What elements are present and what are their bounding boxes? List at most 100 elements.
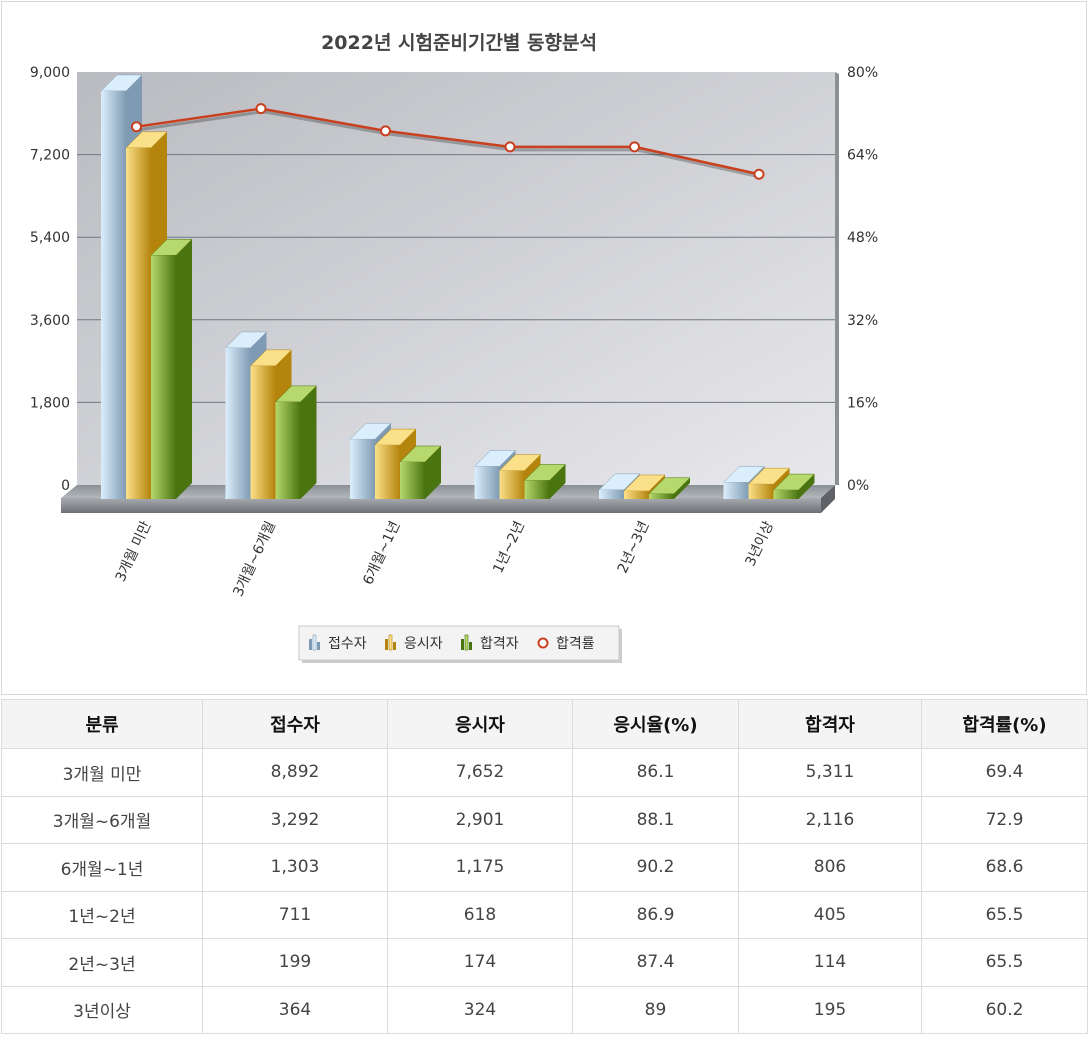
passers-bar (523, 464, 567, 499)
header-passers: 합격자 (738, 699, 922, 749)
y-left-tick-label: 7,200 (30, 148, 70, 164)
table-cell: 8,892 (202, 748, 388, 797)
x-tick-label: 1년~2년 (490, 519, 528, 576)
examinees-bar (498, 454, 542, 499)
bar-face (126, 147, 151, 499)
chart-title: 2022년 시험준비기간별 동향분석 (321, 32, 597, 54)
pass-rate-line-shadow (138, 110, 762, 179)
passers-bar (648, 477, 691, 499)
table-cell: 69.4 (921, 748, 1088, 797)
bar-side (300, 385, 317, 499)
table-row: 2년~3년 199 174 87.4 114 65.5 (1, 938, 1088, 987)
x-tick-label: 3개월~6개월 (230, 519, 279, 599)
table-cell: 2,116 (738, 795, 922, 844)
bar-face (101, 90, 126, 500)
bar-face (524, 480, 550, 499)
pass-rate-point (131, 121, 142, 133)
bar-chart-icon (469, 642, 472, 650)
passers-bar (150, 239, 193, 499)
pass-rate-point (255, 103, 267, 115)
table-cell: 364 (202, 985, 388, 1034)
table-row: 3개월~6개월 3,292 2,901 88.1 2,116 72.9 (1, 795, 1088, 844)
table-cell: 65.5 (921, 890, 1088, 939)
bar-side (549, 464, 566, 499)
x-tick-label: 2년~3년 (615, 519, 653, 576)
table-cell: 405 (738, 890, 922, 939)
table-cell: 3개월 미만 (1, 748, 203, 797)
bar-face (400, 462, 425, 499)
pass-rate-point (629, 141, 640, 153)
bar-side (176, 239, 192, 499)
bar-side (798, 474, 815, 499)
table-cell: 65.5 (921, 938, 1088, 987)
pass-rate-line (136, 107, 760, 176)
x-tick-label: 3개월 미만 (113, 519, 155, 585)
bar-chart-icon (388, 634, 393, 651)
bar-chart-icon (312, 634, 317, 651)
y-right-tick-label: 64% (847, 148, 878, 164)
table-cell: 6개월~1년 (1, 843, 203, 892)
legend: 접수자 응시자 합격자 합격률 (298, 625, 622, 663)
bar-face (350, 439, 375, 499)
table-row: 6개월~1년 1,303 1,175 90.2 806 68.6 (1, 843, 1088, 892)
table-cell: 195 (738, 985, 922, 1034)
bar-chart-icon (385, 639, 388, 650)
table-cell: 86.1 (572, 748, 739, 797)
bar-face (250, 365, 276, 499)
passers-bar (772, 473, 816, 499)
table-cell: 2,901 (387, 795, 573, 844)
x-tick-label: 3년이상 (743, 519, 778, 569)
y-left-tick-label: 1,800 (30, 395, 70, 411)
line-marker-icon (537, 637, 549, 649)
table-cell: 1년~2년 (1, 890, 203, 939)
bar-face (275, 401, 301, 499)
table-cell: 3개월~6개월 (1, 795, 203, 844)
table-row: 1년~2년 711 618 86.9 405 65.5 (1, 890, 1088, 939)
table-cell: 711 (202, 890, 388, 939)
legend-item: 합격자 (461, 634, 519, 652)
table-cell: 114 (738, 938, 922, 987)
y-left-tick-label: 3,600 (30, 313, 70, 329)
y-right-tick-label: 32% (847, 313, 878, 329)
data-table: 분류 접수자 응시자 응시율(%) 합격자 합격률(%) 3개월 미만 8,89… (1, 699, 1088, 1034)
pass-rate-point (380, 125, 391, 137)
legend-label: 접수자 (328, 636, 367, 652)
table-cell: 324 (387, 985, 573, 1034)
header-exam-rate: 응시율(%) (572, 699, 739, 749)
table-cell: 90.2 (572, 843, 739, 892)
y-left-tick-label: 9,000 (30, 65, 70, 81)
plot-floor-side (821, 485, 835, 513)
bar-side (674, 477, 690, 499)
header-examinees: 응시자 (387, 699, 573, 749)
table-cell: 88.1 (572, 795, 739, 844)
table-header-row: 분류 접수자 응시자 응시율(%) 합격자 합격률(%) (1, 699, 1088, 749)
bar-face (649, 493, 674, 499)
bar-face (599, 489, 624, 499)
table-cell: 2년~3년 (1, 938, 203, 987)
y-right-tick-label: 0% (847, 478, 869, 494)
bar-face (151, 255, 176, 499)
passers-bar (274, 385, 318, 499)
table-cell: 174 (387, 938, 573, 987)
bar-face (225, 347, 251, 499)
header-pass-rate: 합격률(%) (921, 699, 1088, 749)
table-cell: 87.4 (572, 938, 739, 987)
bar-chart-icon (464, 634, 469, 651)
table-row: 3년이상 364 324 89 195 60.2 (1, 985, 1088, 1034)
bar-side (425, 446, 441, 499)
table-cell: 60.2 (921, 985, 1088, 1034)
table-cell: 5,311 (738, 748, 922, 797)
table-cell: 3,292 (202, 795, 388, 844)
table-cell: 3년이상 (1, 985, 203, 1034)
legend-box (298, 625, 620, 661)
legend-label: 합격자 (480, 636, 519, 652)
bar-face (723, 482, 749, 499)
table-cell: 86.9 (572, 890, 739, 939)
table-row: 3개월 미만 8,892 7,652 86.1 5,311 69.4 (1, 748, 1088, 797)
legend-item: 접수자 (309, 634, 367, 652)
bar-chart-icon (461, 639, 464, 650)
pass-rate-point (504, 141, 516, 153)
header-applicants: 접수자 (202, 699, 388, 749)
table-cell: 1,303 (202, 843, 388, 892)
x-tick-label: 6개월~1년 (360, 519, 403, 588)
